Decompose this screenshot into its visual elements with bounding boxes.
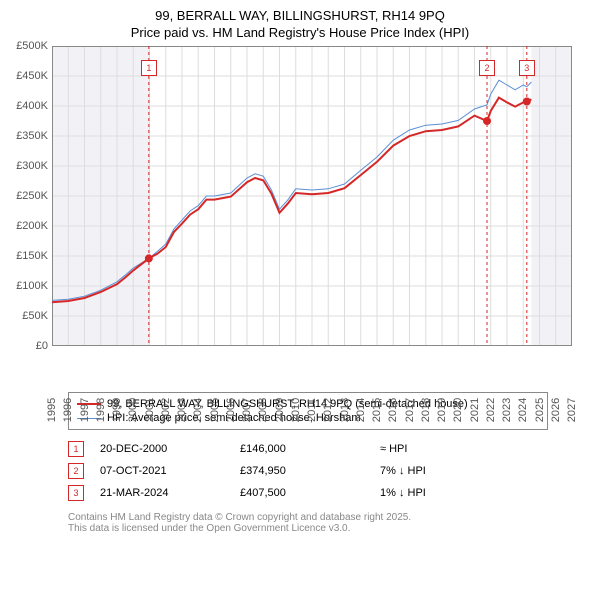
y-axis-label: £150K <box>16 250 48 262</box>
x-axis-label: 1999 <box>111 398 123 422</box>
x-axis-label: 2015 <box>371 398 383 422</box>
y-axis-label: £300K <box>16 160 48 172</box>
x-axis-label: 2006 <box>225 398 237 422</box>
x-axis-label: 2017 <box>404 398 416 422</box>
x-axis-label: 2014 <box>355 398 367 422</box>
transaction-row: 3 21-MAR-2024£407,5001% ↓ HPI <box>68 482 572 504</box>
transaction-price: £146,000 <box>240 443 380 455</box>
y-axis-label: £100K <box>16 280 48 292</box>
x-axis-label: 2008 <box>257 398 269 422</box>
x-axis-label: 2020 <box>452 398 464 422</box>
x-axis-label: 2025 <box>534 398 546 422</box>
y-axis-label: £400K <box>16 100 48 112</box>
transaction-date: 07-OCT-2021 <box>100 465 240 477</box>
chart-svg <box>52 46 572 346</box>
x-axis-label: 1996 <box>62 398 74 422</box>
chart-subtitle: Price paid vs. HM Land Registry's House … <box>8 25 592 40</box>
x-axis-label: 2018 <box>420 398 432 422</box>
plot-area: £0£50K£100K£150K£200K£250K£300K£350K£400… <box>52 46 584 386</box>
y-axis-label: £450K <box>16 70 48 82</box>
x-axis-label: 2003 <box>176 398 188 422</box>
chart-title: 99, BERRALL WAY, BILLINGSHURST, RH14 9PQ <box>8 8 592 23</box>
x-axis-label: 2019 <box>436 398 448 422</box>
transaction-row: 2 07-OCT-2021£374,9507% ↓ HPI <box>68 460 572 482</box>
footer-line-1: Contains HM Land Registry data © Crown c… <box>68 512 572 523</box>
transaction-note: ≈ HPI <box>380 443 572 455</box>
y-axis-label: £350K <box>16 130 48 142</box>
x-axis-label: 2011 <box>306 398 318 422</box>
transaction-marker-badge: 1 <box>68 441 84 457</box>
x-axis-label: 2027 <box>566 398 578 422</box>
transaction-marker-badge: 3 <box>68 485 84 501</box>
transaction-marker: 2 <box>479 60 495 76</box>
x-axis-label: 2024 <box>517 398 529 422</box>
x-axis-label: 2005 <box>209 398 221 422</box>
x-axis-label: 2023 <box>501 398 513 422</box>
transaction-price: £374,950 <box>240 465 380 477</box>
x-axis-label: 2022 <box>485 398 497 422</box>
x-axis-label: 2001 <box>144 398 156 422</box>
transaction-marker: 1 <box>141 60 157 76</box>
x-axis-label: 2007 <box>241 398 253 422</box>
x-axis-label: 1997 <box>79 398 91 422</box>
transaction-date: 20-DEC-2000 <box>100 443 240 455</box>
x-axis-label: 2012 <box>322 398 334 422</box>
x-axis-label: 1995 <box>46 398 58 422</box>
footer-line-2: This data is licensed under the Open Gov… <box>68 523 572 534</box>
transaction-row: 1 20-DEC-2000£146,000≈ HPI <box>68 438 572 460</box>
footer-attribution: Contains HM Land Registry data © Crown c… <box>68 512 572 534</box>
x-axis-label: 2016 <box>387 398 399 422</box>
x-axis-label: 2026 <box>550 398 562 422</box>
y-axis-label: £50K <box>22 310 48 322</box>
x-axis-label: 2004 <box>192 398 204 422</box>
x-axis-label: 2021 <box>469 398 481 422</box>
transaction-price: £407,500 <box>240 487 380 499</box>
y-axis-label: £250K <box>16 190 48 202</box>
x-axis-label: 2010 <box>290 398 302 422</box>
x-axis-label: 2000 <box>127 398 139 422</box>
x-axis-label: 2002 <box>160 398 172 422</box>
x-axis-label: 2009 <box>274 398 286 422</box>
transaction-table: 1 20-DEC-2000£146,000≈ HPI 2 07-OCT-2021£37… <box>68 438 572 504</box>
transaction-marker-badge: 2 <box>68 463 84 479</box>
transaction-note: 7% ↓ HPI <box>380 465 572 477</box>
transaction-date: 21-MAR-2024 <box>100 487 240 499</box>
x-axis-label: 2013 <box>339 398 351 422</box>
x-axis-label: 1998 <box>95 398 107 422</box>
transaction-note: 1% ↓ HPI <box>380 487 572 499</box>
y-axis-label: £200K <box>16 220 48 232</box>
y-axis-label: £0 <box>36 340 48 352</box>
y-axis-label: £500K <box>16 40 48 52</box>
transaction-marker: 3 <box>519 60 535 76</box>
chart-container: 99, BERRALL WAY, BILLINGSHURST, RH14 9PQ… <box>8 8 592 534</box>
